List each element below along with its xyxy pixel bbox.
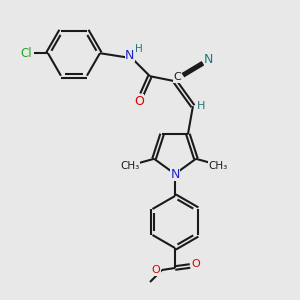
Text: O: O	[192, 259, 200, 269]
Text: N: N	[204, 53, 214, 66]
Text: H: H	[135, 44, 143, 54]
Text: O: O	[134, 95, 144, 108]
Text: N: N	[170, 167, 180, 181]
Text: N: N	[170, 167, 180, 181]
Text: O: O	[152, 265, 160, 275]
Text: Cl: Cl	[20, 47, 32, 60]
Text: H: H	[197, 101, 205, 111]
Text: CH₃: CH₃	[121, 161, 140, 171]
Text: N: N	[125, 49, 135, 62]
Text: CH₃: CH₃	[208, 161, 227, 171]
Text: C: C	[173, 72, 181, 82]
